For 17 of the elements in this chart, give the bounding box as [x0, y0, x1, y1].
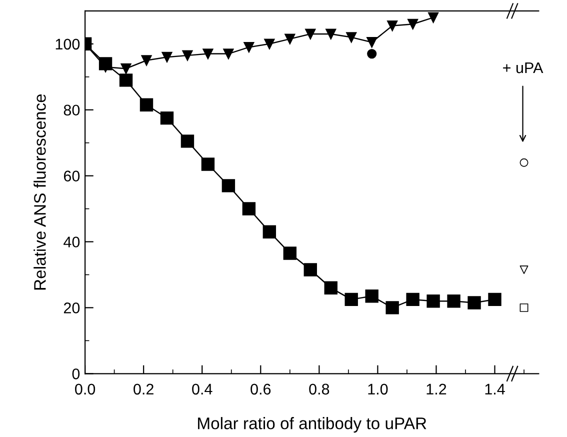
- y-tick-label: 80: [64, 104, 80, 116]
- x-tick-label: 0.2: [134, 384, 154, 395]
- y-tick-label: 100: [56, 38, 80, 50]
- x-tick-label: 0.6: [250, 384, 271, 395]
- x-tick-label: 1.0: [368, 384, 388, 395]
- x-tick-label: 1.2: [426, 384, 446, 394]
- x-tick-label: 0.0: [75, 384, 96, 395]
- y-tick-label: 0: [72, 368, 80, 380]
- x-tick-label: 0.4: [192, 384, 212, 395]
- y-axis-title: Relative ANS fluorescence: [34, 94, 46, 290]
- annotation: + uPA: [503, 62, 544, 74]
- x-tick-label: 0.8: [309, 384, 330, 395]
- y-tick-label: 60: [64, 170, 80, 182]
- y-tick-label: 20: [64, 302, 80, 314]
- y-tick-label: 40: [64, 236, 80, 248]
- x-axis-title: Molar ratio of antibody to uPAR: [198, 417, 426, 433]
- x-tick-label: 1.4: [485, 384, 505, 394]
